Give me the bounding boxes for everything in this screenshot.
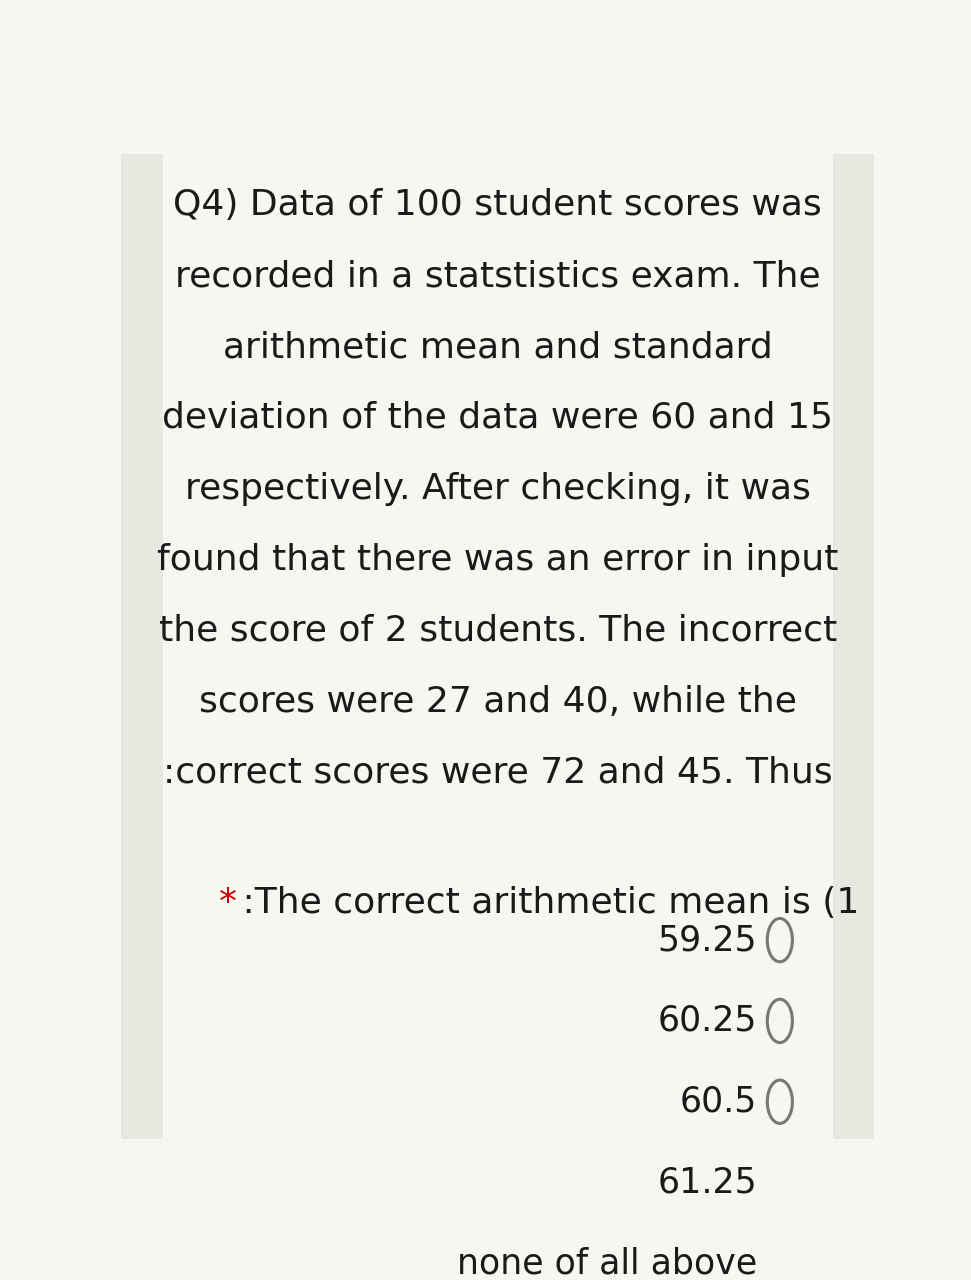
Text: :The correct arithmetic mean is (1: :The correct arithmetic mean is (1 (231, 886, 859, 920)
Text: the score of 2 students. The incorrect: the score of 2 students. The incorrect (158, 614, 837, 648)
Text: *: * (219, 886, 237, 920)
Bar (121, 154, 163, 1139)
Text: deviation of the data were 60 and 15: deviation of the data were 60 and 15 (162, 401, 833, 435)
Text: 59.25: 59.25 (657, 923, 757, 957)
Text: :correct scores were 72 and 45. Thus: :correct scores were 72 and 45. Thus (163, 755, 832, 790)
Text: 60.25: 60.25 (658, 1004, 757, 1038)
Text: Q4) Data of 100 student scores was: Q4) Data of 100 student scores was (173, 188, 822, 223)
Text: arithmetic mean and standard: arithmetic mean and standard (222, 330, 773, 364)
Text: 60.5: 60.5 (680, 1084, 757, 1119)
Text: scores were 27 and 40, while the: scores were 27 and 40, while the (199, 685, 796, 719)
Text: none of all above: none of all above (457, 1247, 757, 1280)
Text: recorded in a statstistics exam. The: recorded in a statstistics exam. The (175, 259, 820, 293)
Text: found that there was an error in input: found that there was an error in input (157, 543, 838, 577)
Bar (832, 154, 874, 1139)
Text: 61.25: 61.25 (657, 1166, 757, 1199)
Text: respectively. After checking, it was: respectively. After checking, it was (184, 472, 811, 506)
